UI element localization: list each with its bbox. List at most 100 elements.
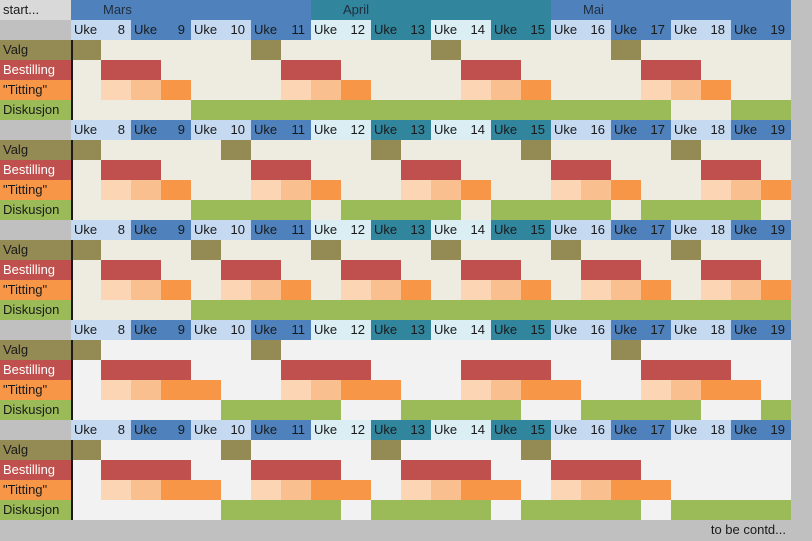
bestilling-cell[interactable] [581,260,611,280]
week-header-cell[interactable]: Uke 9 [131,320,191,340]
diskusjon-cell[interactable] [581,500,611,520]
titting-cell[interactable] [131,380,161,400]
diskusjon-cell[interactable] [371,100,401,120]
grid-cell[interactable] [671,40,701,60]
grid-cell[interactable] [521,260,551,280]
diskusjon-cell[interactable] [431,300,461,320]
titting-cell[interactable] [611,180,641,200]
titting-cell[interactable] [401,480,431,500]
diskusjon-cell[interactable] [251,200,281,220]
bestilling-cell[interactable] [161,360,191,380]
diskusjon-cell[interactable] [221,300,251,320]
bestilling-cell[interactable] [131,360,161,380]
bestilling-cell[interactable] [101,360,131,380]
grid-cell[interactable] [161,40,191,60]
grid-cell[interactable] [491,40,521,60]
grid-cell[interactable] [611,60,641,80]
grid-cell[interactable] [131,340,161,360]
grid-cell[interactable] [311,40,341,60]
row-label-bestilling[interactable]: Bestilling [0,360,71,380]
bestilling-cell[interactable] [491,360,521,380]
titting-cell[interactable] [491,380,521,400]
grid-cell[interactable] [611,160,641,180]
diskusjon-cell[interactable] [221,100,251,120]
grid-cell[interactable] [341,460,371,480]
grid-cell[interactable] [371,80,401,100]
grid-cell[interactable] [221,460,251,480]
titting-cell[interactable] [491,80,521,100]
grid-cell[interactable] [521,240,551,260]
diskusjon-cell[interactable] [761,100,791,120]
valg-cell[interactable] [611,40,641,60]
bestilling-cell[interactable] [641,60,671,80]
grid-cell[interactable] [131,240,161,260]
grid-cell[interactable] [371,360,401,380]
diskusjon-cell[interactable] [521,200,551,220]
grid-cell[interactable] [641,340,671,360]
bestilling-cell[interactable] [341,360,371,380]
grid-cell[interactable] [491,240,521,260]
row-label-valg[interactable]: Valg [0,140,71,160]
week-header-cell[interactable]: Uke 9 [131,420,191,440]
grid-cell[interactable] [131,40,161,60]
bestilling-cell[interactable] [641,360,671,380]
diskusjon-cell[interactable] [221,200,251,220]
week-header-cell[interactable]: Uke 16 [551,420,611,440]
row-label-bestilling[interactable]: Bestilling [0,160,71,180]
grid-cell[interactable] [191,460,221,480]
bestilling-cell[interactable] [161,460,191,480]
titting-cell[interactable] [701,80,731,100]
diskusjon-cell[interactable] [281,200,311,220]
titting-cell[interactable] [641,480,671,500]
diskusjon-cell[interactable] [581,200,611,220]
grid-cell[interactable] [311,200,341,220]
grid-cell[interactable] [401,380,431,400]
row-label-titting[interactable]: "Titting" [0,380,71,400]
grid-cell[interactable] [761,60,791,80]
diskusjon-cell[interactable] [761,300,791,320]
week-header-cell[interactable]: Uke 10 [191,420,251,440]
valg-cell[interactable] [311,240,341,260]
grid-cell[interactable] [101,40,131,60]
grid-cell[interactable] [191,180,221,200]
grid-cell[interactable] [371,40,401,60]
grid-cell[interactable] [581,340,611,360]
titting-cell[interactable] [161,80,191,100]
grid-cell[interactable] [731,360,761,380]
grid-cell[interactable] [431,440,461,460]
week-header-cell[interactable]: Uke 16 [551,220,611,240]
week-header-cell[interactable]: Uke 19 [731,120,791,140]
grid-cell[interactable] [671,340,701,360]
week-header-cell[interactable]: Uke 9 [131,20,191,40]
grid-cell[interactable] [71,80,101,100]
diskusjon-cell[interactable] [251,300,281,320]
bestilling-cell[interactable] [371,260,401,280]
week-header-cell[interactable]: Uke 19 [731,220,791,240]
diskusjon-cell[interactable] [401,400,431,420]
grid-cell[interactable] [101,240,131,260]
diskusjon-cell[interactable] [521,500,551,520]
week-header-cell[interactable]: Uke 17 [611,320,671,340]
grid-cell[interactable] [491,500,521,520]
grid-cell[interactable] [71,100,101,120]
row-label-bestilling[interactable]: Bestilling [0,60,71,80]
grid-cell[interactable] [161,500,191,520]
bestilling-cell[interactable] [281,360,311,380]
grid-cell[interactable] [521,60,551,80]
grid-cell[interactable] [281,40,311,60]
week-header-cell[interactable]: Uke 9 [131,120,191,140]
diskusjon-cell[interactable] [371,300,401,320]
titting-cell[interactable] [251,480,281,500]
week-header-cell[interactable]: Uke 15 [491,220,551,240]
titting-cell[interactable] [221,280,251,300]
grid-cell[interactable] [161,160,191,180]
week-header-cell[interactable]: Uke 8 [71,420,131,440]
grid-cell[interactable] [101,100,131,120]
diskusjon-cell[interactable] [281,300,311,320]
grid-cell[interactable] [191,360,221,380]
grid-cell[interactable] [761,260,791,280]
grid-cell[interactable] [371,480,401,500]
titting-cell[interactable] [461,80,491,100]
row-label-valg[interactable]: Valg [0,340,71,360]
valg-cell[interactable] [521,440,551,460]
